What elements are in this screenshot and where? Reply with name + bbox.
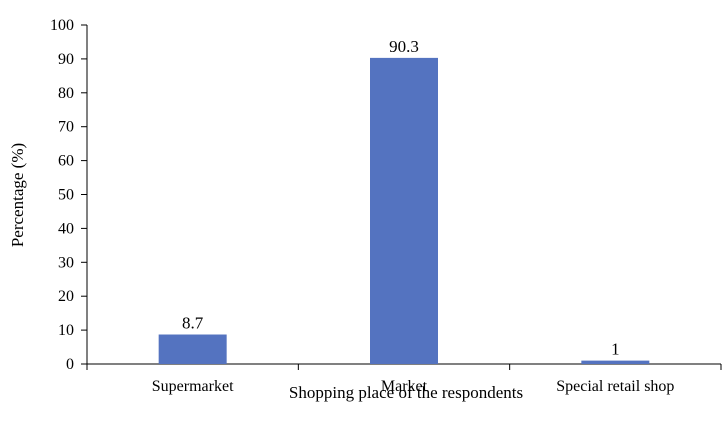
y-tick-label: 0 [66,356,74,373]
y-tick-label: 30 [58,254,74,271]
y-tick-label: 10 [58,322,74,339]
bar [158,334,227,364]
y-tick-label: 70 [58,119,74,136]
y-tick-label: 80 [58,85,74,102]
x-tick-label: Special retail shop [556,378,674,395]
bar-value-label: 8.7 [182,314,204,333]
bar-value-label: 1 [611,340,620,359]
y-axis-title: Percentage (%) [8,143,27,247]
y-tick-label: 100 [50,17,74,34]
y-axis: 0 10 20 30 40 50 60 70 80 90 100 [50,17,88,373]
y-tick-label: 40 [58,220,74,237]
y-tick-label: 20 [58,288,74,305]
bar [581,360,650,364]
x-axis-title: Shopping place of the respondents [289,383,523,402]
x-tick-label: Market [381,378,428,395]
bar [370,57,438,365]
bars [158,57,650,365]
y-tick-label: 90 [58,51,74,68]
x-tick-label: Supermarket [152,378,234,395]
y-tick-label: 60 [58,153,74,170]
y-tick-label: 50 [58,187,74,204]
bar-value-label: 90.3 [389,37,419,56]
value-labels: 8.7 90.3 1 [182,37,620,359]
